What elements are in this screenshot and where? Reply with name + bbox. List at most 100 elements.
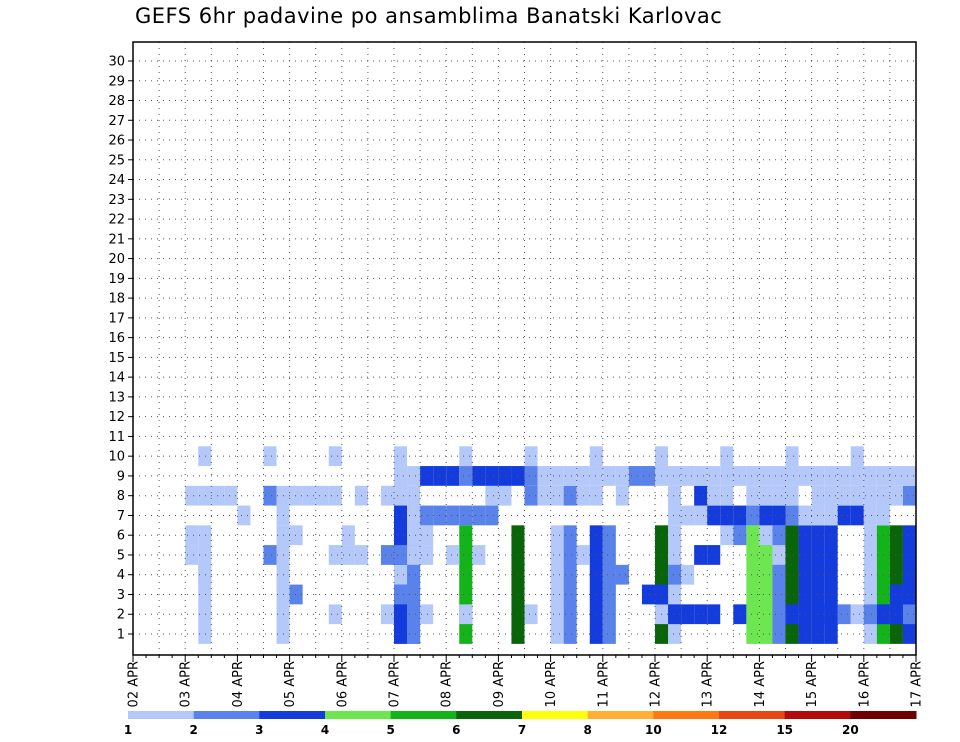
colorbar-swatch	[259, 711, 326, 719]
colorbar-label: 20	[842, 723, 859, 737]
heatmap-cell	[459, 466, 473, 486]
heatmap-cell	[902, 466, 916, 486]
heatmap-cell	[446, 505, 460, 526]
heatmap-cell	[694, 466, 708, 486]
heatmap-cell	[811, 466, 825, 486]
heatmap-cell	[746, 525, 760, 644]
heatmap-cell	[380, 545, 394, 565]
heatmap-cell	[459, 446, 473, 467]
x-tick-label: 11 APR	[596, 661, 611, 707]
heatmap-cell	[785, 466, 799, 486]
heatmap-cell	[668, 505, 682, 526]
heatmap-cell	[681, 466, 695, 486]
y-tick-label: 3	[117, 588, 125, 603]
colorbar-swatch	[456, 711, 523, 719]
heatmap-cell	[420, 466, 434, 486]
y-tick-label: 30	[108, 55, 125, 70]
heatmap-cell	[380, 604, 394, 625]
heatmap-cell	[537, 485, 551, 506]
heatmap-cell	[628, 466, 642, 486]
x-tick-label: 13 APR	[701, 661, 716, 707]
heatmap-cell	[394, 545, 408, 565]
heatmap-cell	[328, 604, 342, 625]
y-tick-label: 9	[117, 469, 125, 484]
heatmap-cell	[824, 604, 838, 625]
heatmap-cell	[289, 525, 303, 546]
heatmap-cell	[602, 466, 616, 486]
heatmap-cell	[394, 446, 408, 467]
heatmap-cell	[485, 485, 499, 506]
heatmap-cell	[407, 545, 421, 565]
x-tick-label: 17 APR	[910, 661, 925, 707]
heatmap-cell	[759, 505, 773, 526]
y-tick-label: 1	[117, 628, 125, 643]
heatmap-cell	[694, 505, 708, 526]
heatmap-cell	[863, 466, 877, 486]
y-tick-label: 2	[117, 608, 125, 623]
heatmap-cell	[263, 446, 277, 467]
heatmap-cell	[615, 466, 629, 486]
y-tick-label: 10	[108, 450, 125, 465]
colorbar-swatch	[784, 711, 851, 719]
heatmap-cell	[811, 505, 825, 526]
heatmap-cell	[902, 584, 916, 605]
y-tick-label: 26	[108, 134, 125, 149]
heatmap-cell	[668, 564, 682, 585]
heatmap-cell	[668, 525, 682, 644]
heatmap-cell	[850, 505, 864, 526]
colorbar-swatch	[522, 711, 589, 719]
x-axis: 02 APR 03 APR 04 APR 05 APR 06 APR 07 APR 08 A…	[127, 655, 925, 707]
heatmap-cell	[589, 466, 603, 486]
heatmap-cell	[394, 584, 408, 605]
chart-title: GEFS 6hr padavine po ansamblima Banatski…	[135, 4, 723, 28]
heatmap-cell	[459, 525, 473, 644]
heatmap-cell	[407, 466, 421, 486]
x-tick-label: 05 APR	[283, 661, 298, 707]
y-tick-label: 15	[108, 351, 125, 366]
heatmap-cell	[863, 525, 877, 644]
y-tick-label: 25	[108, 153, 125, 168]
heatmap-cell	[394, 564, 408, 585]
heatmap-cell	[694, 604, 708, 625]
y-tick-label: 5	[117, 548, 125, 563]
heatmap-cell	[694, 485, 708, 506]
heatmap-cell	[589, 485, 603, 506]
x-tick-label: 03 APR	[179, 661, 194, 707]
heatmap-cell	[759, 525, 773, 546]
heatmap-cell	[798, 525, 812, 644]
heatmap-cell	[328, 446, 342, 467]
heatmap-cell	[772, 505, 786, 526]
x-tick-label: 09 APR	[492, 661, 507, 707]
x-tick-label: 06 APR	[335, 661, 350, 707]
heatmap-cell	[472, 545, 486, 565]
heatmap-cell	[394, 485, 408, 506]
heatmap-cell	[694, 545, 708, 565]
heatmap-cell	[185, 545, 199, 565]
heatmap-cell	[681, 604, 695, 625]
heatmap-cell	[420, 604, 434, 625]
heatmap-cell	[524, 485, 538, 506]
heatmap-cell	[681, 505, 695, 526]
y-axis: 1234567891011121314151617181920212223242…	[108, 55, 133, 643]
heatmap-cell	[420, 505, 434, 526]
heatmap-cell	[785, 525, 799, 644]
x-tick-label: 07 APR	[388, 661, 403, 707]
colorbar-swatch	[587, 711, 654, 719]
colorbar: 1 2 3 4 5 6 7 8 10 12 15 20	[124, 711, 917, 737]
heatmap-cell	[615, 564, 629, 585]
heatmap-cell	[550, 466, 564, 486]
heatmap-cell	[550, 525, 564, 644]
y-tick-label: 16	[108, 331, 125, 346]
heatmap-cell	[263, 545, 277, 565]
heatmap-cell	[668, 485, 682, 506]
heatmap-cell	[315, 485, 329, 506]
y-tick-label: 17	[108, 311, 125, 326]
heatmap-cell	[524, 604, 538, 625]
heatmap-cell	[863, 485, 877, 506]
heatmap-cell	[407, 485, 421, 506]
heatmap-cell	[237, 505, 251, 526]
colorbar-label: 15	[776, 723, 793, 737]
heatmap-cell	[785, 446, 799, 467]
heatmap-cell	[420, 545, 434, 565]
heatmap-cell	[328, 485, 342, 506]
